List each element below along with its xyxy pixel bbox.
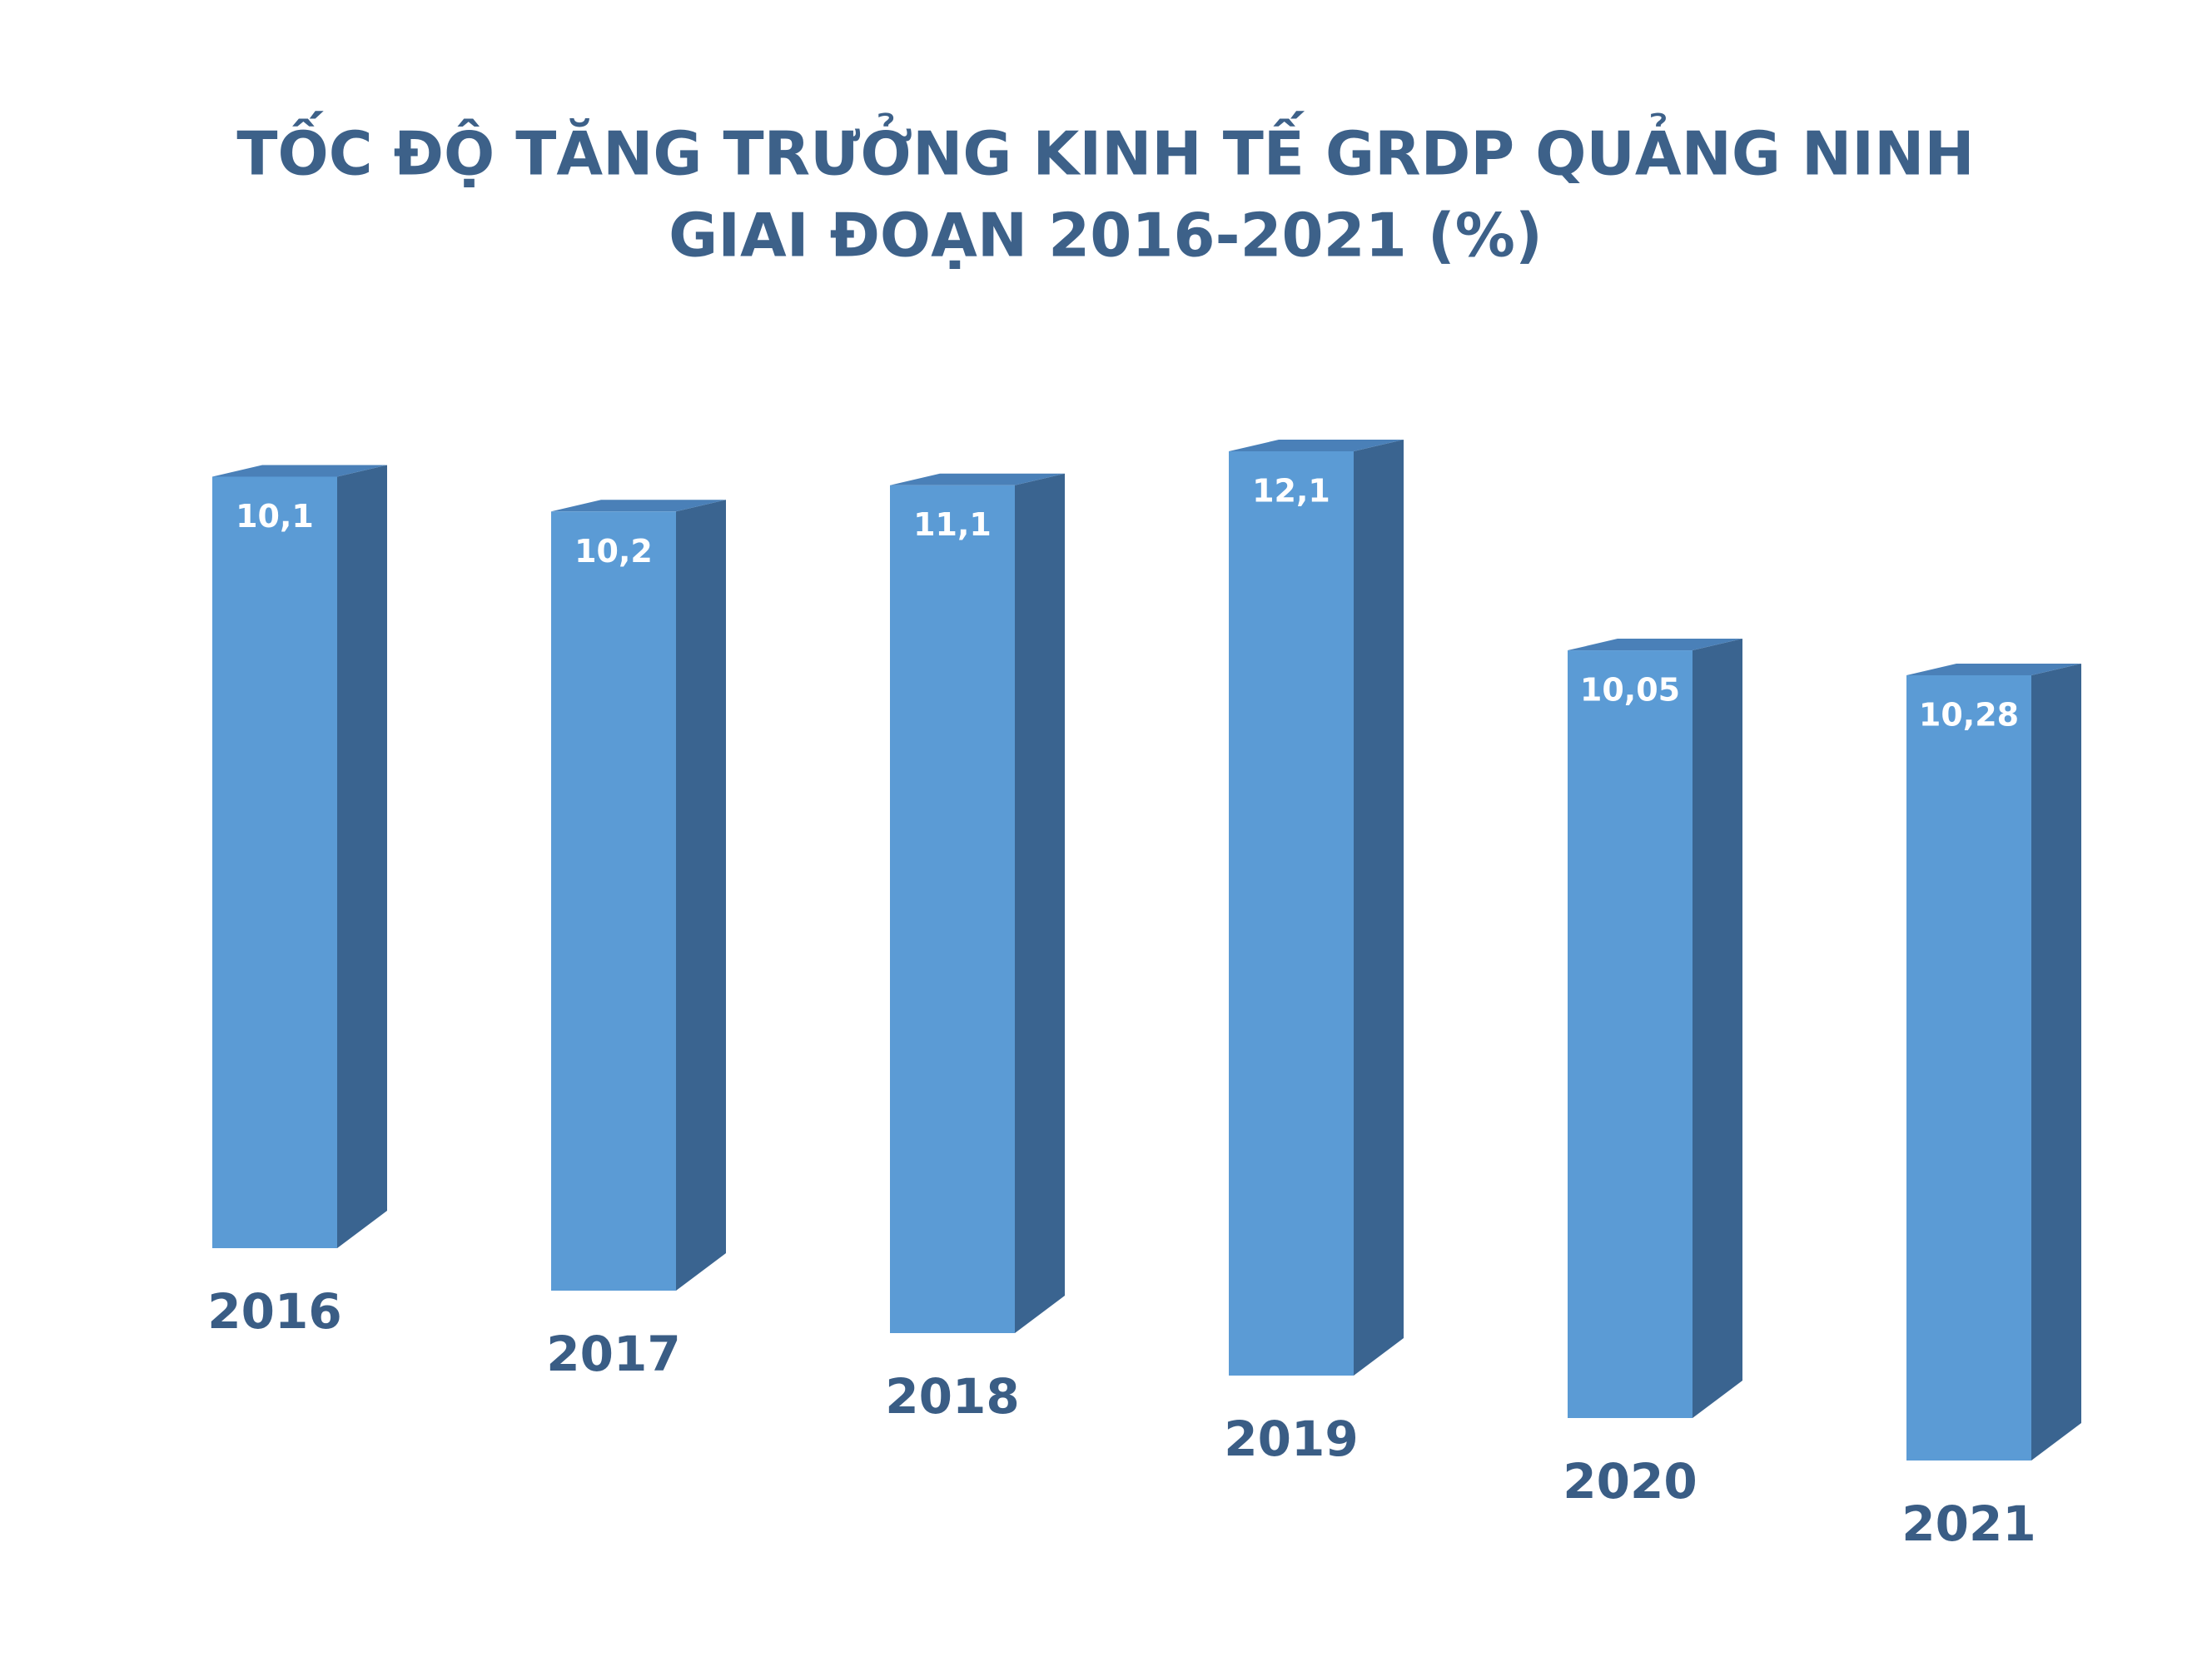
bar-side	[1693, 639, 1742, 1418]
bar-top	[551, 500, 726, 512]
bar-top	[212, 465, 387, 477]
bar	[551, 511, 676, 1291]
bar	[1229, 451, 1354, 1376]
value-label: 10,05	[1580, 672, 1680, 709]
bar-side	[1015, 473, 1065, 1333]
bar	[212, 476, 337, 1248]
value-label: 10,2	[574, 533, 653, 570]
x-tick-label: 2016	[207, 1283, 341, 1340]
bar-side	[337, 465, 387, 1248]
x-tick-label: 2017	[546, 1326, 680, 1382]
bar	[890, 485, 1015, 1333]
x-tick-label: 2018	[885, 1368, 1019, 1425]
bar-side	[676, 500, 726, 1291]
x-tick-label: 2020	[1563, 1453, 1697, 1510]
bar-top	[890, 473, 1065, 485]
value-label: 12,1	[1252, 473, 1330, 510]
bar	[1568, 650, 1693, 1418]
value-label: 10,1	[236, 498, 314, 535]
value-label: 10,28	[1919, 696, 2019, 733]
bar-top	[1229, 440, 1404, 451]
value-label: 11,1	[913, 506, 992, 543]
bar-side	[2031, 663, 2081, 1461]
bar-top	[1568, 639, 1742, 651]
bar	[1906, 674, 2031, 1461]
bar-top	[1906, 663, 2081, 675]
x-tick-label: 2021	[1901, 1495, 2036, 1552]
chart-subtitle: GIAI ĐOẠN 2016-2021 (%)	[669, 201, 1543, 271]
chart-title: TỐC ĐỘ TĂNG TRƯỞNG KINH TẾ GRDP QUẢNG NI…	[236, 112, 1974, 189]
bar-side	[1354, 440, 1404, 1376]
x-tick-label: 2019	[1224, 1411, 1358, 1467]
